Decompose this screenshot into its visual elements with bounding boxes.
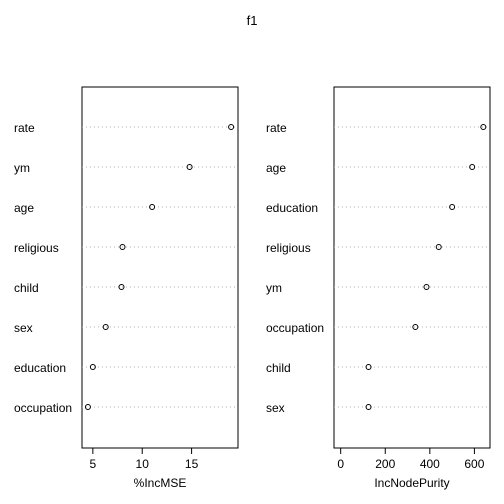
row-label: ym xyxy=(14,161,30,175)
data-point xyxy=(149,204,156,210)
data-point xyxy=(119,244,126,250)
data-point xyxy=(365,404,372,410)
x-tick-label: 15 xyxy=(185,457,199,471)
row-label: occupation xyxy=(266,321,324,335)
x-axis-label: %IncMSE xyxy=(134,476,187,490)
x-tick-label: 10 xyxy=(136,457,150,471)
plot-frame xyxy=(81,86,239,449)
data-point xyxy=(186,164,193,170)
row-label: education xyxy=(14,361,66,375)
row-label: ym xyxy=(266,281,282,295)
data-point xyxy=(118,284,125,290)
data-point xyxy=(228,124,235,130)
row-label: child xyxy=(14,281,39,295)
x-tick-label: 5 xyxy=(90,457,97,471)
data-point xyxy=(449,204,456,210)
plot-frame xyxy=(333,86,491,449)
data-point xyxy=(89,364,96,370)
data-point xyxy=(435,244,442,250)
row-label: age xyxy=(14,201,34,215)
row-label: sex xyxy=(14,321,33,335)
row-label: sex xyxy=(266,401,285,415)
x-tick-label: 400 xyxy=(420,457,440,471)
row-label: occupation xyxy=(14,401,72,415)
data-point xyxy=(412,324,419,330)
row-label: rate xyxy=(266,121,287,135)
panel-incmse: rate ym age religious child sex education occup… xyxy=(14,86,239,490)
row-label: age xyxy=(266,161,286,175)
data-point xyxy=(480,124,487,130)
x-axis-label: IncNodePurity xyxy=(374,476,449,490)
chart-title: f1 xyxy=(247,13,258,28)
data-point xyxy=(102,324,109,330)
row-label: religious xyxy=(14,241,59,255)
data-point xyxy=(365,364,372,370)
data-point xyxy=(423,284,430,290)
data-point xyxy=(469,164,476,170)
x-tick-label: 200 xyxy=(375,457,395,471)
data-point xyxy=(84,404,91,410)
x-tick-label: 600 xyxy=(464,457,484,471)
row-label: rate xyxy=(14,121,35,135)
panel-incnodepurity: rate age education religious ym occupation chi… xyxy=(266,86,491,490)
row-label: religious xyxy=(266,241,311,255)
row-label: child xyxy=(266,361,291,375)
row-label: education xyxy=(266,201,318,215)
x-tick-label: 0 xyxy=(337,457,344,471)
